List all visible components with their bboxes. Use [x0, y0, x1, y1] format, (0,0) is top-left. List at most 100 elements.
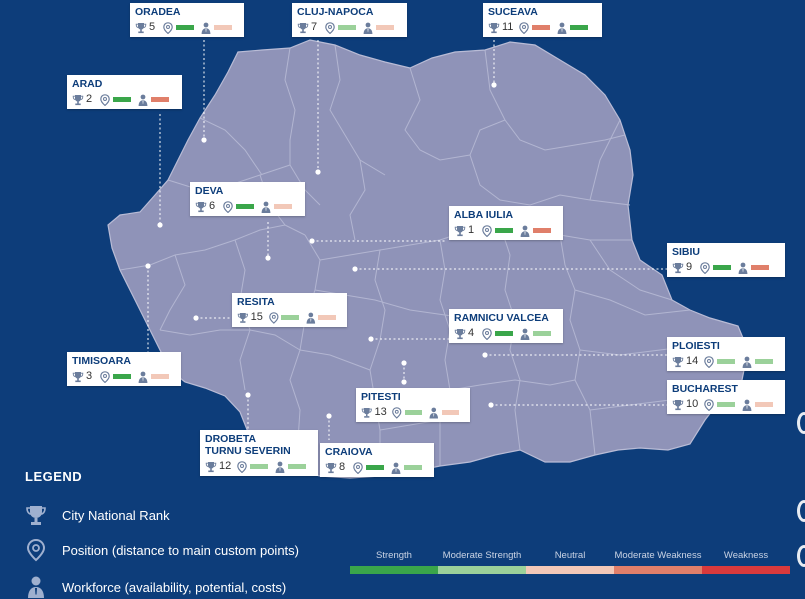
position-rating-bar — [250, 463, 269, 469]
city-rank: 3 — [86, 370, 93, 382]
person-icon — [260, 200, 272, 213]
city-rank: 9 — [686, 261, 693, 273]
position-rating-bar — [495, 227, 513, 233]
position-rating-bar — [404, 409, 423, 415]
workforce-rating-bar — [751, 264, 769, 270]
workforce-rating-bar — [151, 373, 169, 379]
person-icon — [274, 460, 286, 473]
city-card: ORADEA 5 — [130, 3, 244, 37]
location-pin-icon — [481, 327, 493, 341]
location-pin-icon — [352, 461, 364, 475]
workforce-rating-bar — [288, 463, 307, 469]
person-icon — [28, 576, 44, 598]
trophy-icon — [488, 21, 500, 34]
city-card: RESITA 15 — [232, 293, 347, 327]
city-name: PLOIESTI — [672, 340, 720, 352]
city-card: PLOIESTI 14 — [667, 337, 785, 371]
city-name: RESITA — [237, 296, 275, 308]
person-icon — [362, 21, 374, 34]
leader-lines — [147, 40, 667, 440]
city-name: DROBETA TURNU SEVERIN — [205, 433, 291, 457]
legend-item-workforce: Workforce (availability, potential, cost… — [25, 575, 286, 599]
scale-color-bar — [614, 566, 702, 574]
position-rating-bar — [717, 401, 736, 407]
person-icon — [519, 327, 531, 340]
city-stats: 2 — [72, 92, 177, 107]
scale-color-bar — [438, 566, 526, 574]
scale-color-bar — [702, 566, 790, 574]
city-name: ARAD — [72, 78, 103, 90]
legend-label-workforce: Workforce (availability, potential, cost… — [62, 579, 287, 595]
position-rating-bar — [176, 24, 194, 30]
city-name: PITESTI — [361, 391, 401, 403]
city-stats: 11 — [488, 20, 597, 35]
scale-label: Moderate Strength — [442, 550, 522, 561]
trophy-icon — [135, 21, 147, 34]
city-name: ORADEA — [135, 6, 181, 18]
city-card: DEVA 6 — [190, 182, 305, 216]
city-stats: 3 — [72, 369, 176, 384]
city-stats: 12 — [205, 459, 313, 474]
location-pin-icon — [703, 398, 715, 412]
country-outline — [107, 39, 749, 479]
city-stats: 9 — [672, 260, 780, 275]
city-stats: 8 — [325, 460, 429, 475]
position-rating-bar — [113, 373, 131, 379]
location-pin-icon — [162, 21, 174, 35]
person-icon — [137, 93, 149, 106]
workforce-rating-bar — [755, 401, 774, 407]
scale-label: Strength — [376, 550, 412, 561]
location-pin-icon — [518, 21, 530, 35]
scale-label: Neutral — [554, 550, 586, 561]
city-rank: 8 — [339, 461, 346, 473]
trophy-icon — [205, 460, 217, 473]
city-rank: 11 — [502, 21, 514, 33]
city-rank: 10 — [686, 398, 699, 410]
scale-label: Weakness — [723, 550, 769, 561]
city-name: TIMISOARA — [72, 355, 131, 367]
position-rating-bar — [713, 264, 731, 270]
city-name: DEVA — [195, 185, 224, 197]
workforce-rating-bar — [755, 358, 774, 364]
position-rating-bar — [338, 24, 356, 30]
edge-decoration — [797, 500, 805, 522]
person-icon — [741, 398, 753, 411]
city-name: CRAIOVA — [325, 446, 373, 458]
trophy-icon — [454, 224, 466, 237]
city-rank: 2 — [86, 93, 93, 105]
city-card: DROBETA TURNU SEVERIN 12 — [200, 430, 318, 476]
position-rating-bar — [495, 330, 513, 336]
location-pin-icon — [99, 93, 111, 107]
position-rating-bar — [113, 96, 131, 102]
person-icon — [556, 21, 568, 34]
workforce-rating-bar — [274, 203, 292, 209]
location-pin-icon — [222, 200, 234, 214]
city-rank: 6 — [209, 200, 216, 212]
location-pin-icon — [481, 224, 493, 238]
trophy-icon — [454, 327, 466, 340]
trophy-icon — [72, 93, 84, 106]
position-rating-bar — [717, 358, 736, 364]
city-stats: 5 — [135, 20, 239, 35]
city-card: CRAIOVA 8 — [320, 443, 434, 477]
workforce-rating-bar — [376, 24, 394, 30]
legend-label-rank: City National Rank — [62, 507, 170, 523]
position-rating-bar — [236, 203, 254, 209]
city-rank: 1 — [468, 224, 475, 236]
city-rank: 15 — [250, 311, 263, 323]
city-name: SIBIU — [672, 246, 701, 258]
location-pin-icon — [324, 21, 336, 35]
trophy-icon — [325, 461, 337, 474]
location-pin-icon — [391, 406, 403, 420]
location-pin-icon — [699, 261, 711, 275]
trophy-icon — [237, 311, 249, 324]
trophy-icon — [672, 261, 684, 274]
trophy-icon — [297, 21, 309, 34]
workforce-rating-bar — [214, 24, 232, 30]
legend-title: LEGEND — [25, 469, 83, 484]
city-stats: 15 — [237, 310, 342, 325]
city-name: ALBA IULIA — [454, 209, 514, 221]
location-pin-icon — [26, 538, 46, 562]
city-stats: 6 — [195, 199, 300, 214]
city-rank: 7 — [311, 21, 318, 33]
